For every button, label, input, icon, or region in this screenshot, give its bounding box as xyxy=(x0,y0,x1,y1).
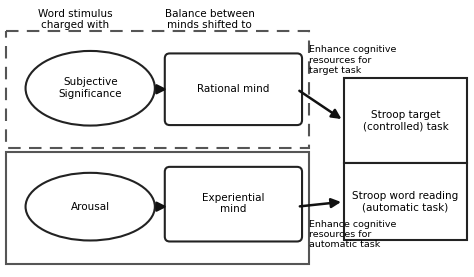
Text: Subjective
Significance: Subjective Significance xyxy=(58,78,122,99)
Text: Balance between
minds shifted to: Balance between minds shifted to xyxy=(164,9,255,30)
Text: Enhance cognitive
resources for
automatic task: Enhance cognitive resources for automati… xyxy=(309,220,396,249)
Ellipse shape xyxy=(26,51,155,125)
Text: Enhance cognitive
resources for
target task: Enhance cognitive resources for target t… xyxy=(309,45,396,75)
Bar xyxy=(6,30,309,148)
FancyBboxPatch shape xyxy=(165,167,302,242)
Text: Word stimulus
charged with: Word stimulus charged with xyxy=(38,9,113,30)
Bar xyxy=(344,78,467,163)
Text: Arousal: Arousal xyxy=(71,202,110,212)
Bar xyxy=(6,152,309,264)
FancyBboxPatch shape xyxy=(165,53,302,125)
Text: Stroop target
(controlled) task: Stroop target (controlled) task xyxy=(363,110,448,131)
Bar xyxy=(344,163,467,240)
Text: Experiential
mind: Experiential mind xyxy=(202,193,264,214)
Ellipse shape xyxy=(26,173,155,240)
Text: Rational mind: Rational mind xyxy=(197,84,270,94)
Text: Stroop word reading
(automatic task): Stroop word reading (automatic task) xyxy=(352,191,459,212)
